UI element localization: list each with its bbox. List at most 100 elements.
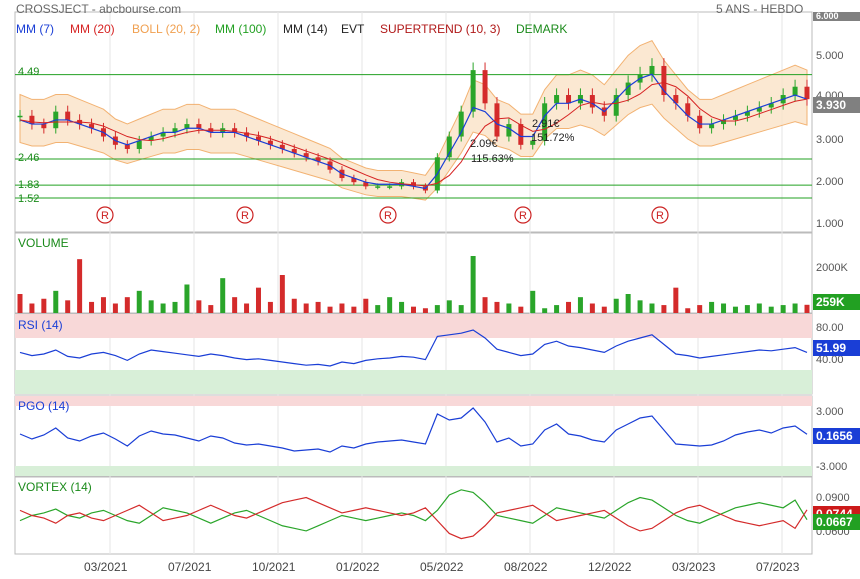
vortex-plus-line bbox=[19, 489, 808, 532]
volume-bar bbox=[566, 301, 572, 313]
x-tick-label: 10/2021 bbox=[252, 560, 296, 574]
pgo-axis-3: 3.000 bbox=[816, 406, 844, 418]
candle-body bbox=[124, 144, 130, 149]
mm20-line bbox=[19, 82, 808, 187]
r-marker-label: R bbox=[241, 210, 249, 222]
volume-bar bbox=[124, 297, 130, 313]
candle-body bbox=[613, 95, 619, 116]
legend-item-0: MM (7) bbox=[16, 22, 54, 36]
pgo-axis-m3: -3.000 bbox=[816, 461, 848, 473]
volume-bar bbox=[315, 301, 321, 313]
mm7-line bbox=[19, 73, 808, 190]
r-marker bbox=[514, 206, 532, 224]
r-marker-label: R bbox=[519, 210, 527, 222]
candle-body bbox=[697, 115, 703, 129]
volume-bar bbox=[77, 259, 83, 313]
rsi-axis-40: 40.00 bbox=[816, 354, 844, 366]
r-marker-label: R bbox=[384, 210, 392, 222]
rsi-title: RSI (14) bbox=[18, 318, 63, 332]
candle-body bbox=[160, 132, 166, 137]
volume-bar bbox=[196, 300, 202, 313]
volume-bar bbox=[112, 303, 118, 313]
candle-body bbox=[470, 70, 476, 112]
volume-bar bbox=[804, 304, 810, 313]
candle-body bbox=[172, 128, 178, 133]
volume-bar bbox=[136, 290, 142, 313]
candle-body bbox=[291, 148, 297, 154]
volume-title: VOLUME bbox=[18, 236, 69, 250]
candle-body bbox=[756, 107, 762, 112]
candle-body bbox=[375, 186, 381, 188]
volume-bar bbox=[399, 301, 405, 313]
volume-bar bbox=[518, 306, 524, 313]
level-152: 1.52 bbox=[18, 193, 40, 205]
volume-bar bbox=[470, 256, 476, 313]
r-marker-label: R bbox=[656, 210, 664, 222]
x-tick-label: 07/2021 bbox=[168, 560, 212, 574]
vortex-axis-09: 0.0900 bbox=[816, 492, 850, 504]
candle-body bbox=[196, 124, 202, 129]
candle-body bbox=[351, 178, 357, 183]
candle-body bbox=[542, 103, 548, 141]
volume-bar bbox=[685, 308, 691, 313]
candle-body bbox=[804, 86, 810, 100]
volume-bar bbox=[53, 290, 59, 313]
legend-item-6: SUPERTREND (10, 3) bbox=[380, 22, 501, 36]
volume-bar bbox=[291, 298, 297, 313]
candle-body bbox=[625, 82, 631, 96]
level-449: 4.49 bbox=[18, 66, 40, 78]
volume-bar bbox=[29, 303, 35, 313]
volume-bar bbox=[339, 303, 345, 313]
volume-bar bbox=[637, 300, 643, 313]
volume-bar bbox=[554, 305, 560, 313]
legend-item-1: MM (20) bbox=[70, 22, 115, 36]
level-246: 2.46 bbox=[18, 152, 40, 164]
volume-bar bbox=[542, 308, 548, 313]
volume-bar bbox=[41, 298, 47, 313]
volume-bar bbox=[148, 300, 154, 313]
volume-bar bbox=[89, 301, 95, 313]
annotation-gain1-eur: 2.09€ bbox=[470, 138, 498, 150]
candle-body bbox=[685, 103, 691, 116]
candle-body bbox=[458, 111, 464, 137]
volume-bar bbox=[768, 306, 774, 313]
volume-bar bbox=[673, 287, 679, 313]
rsi-line bbox=[19, 329, 808, 367]
candle-body bbox=[148, 136, 154, 141]
x-tick-label: 03/2023 bbox=[672, 560, 716, 574]
x-tick-label: 07/2023 bbox=[756, 560, 800, 574]
candle-body bbox=[232, 128, 238, 133]
panel-frame-vor bbox=[14, 476, 813, 555]
candle-body bbox=[566, 95, 572, 104]
volume-bar bbox=[458, 305, 464, 313]
volume-bar bbox=[375, 305, 381, 313]
volume-bar bbox=[65, 300, 71, 313]
volume-bar bbox=[756, 303, 762, 313]
volume-bar bbox=[649, 303, 655, 313]
vortex-minus-badge: 0.0667 bbox=[813, 514, 860, 530]
volume-bar bbox=[577, 297, 583, 313]
candle-body bbox=[530, 140, 536, 145]
volume-bar bbox=[601, 306, 607, 313]
price-top-partial: 6.000 bbox=[813, 12, 860, 21]
volume-bar bbox=[494, 301, 500, 313]
volume-bar bbox=[482, 297, 488, 313]
period-label: 5 ANS - HEBDO bbox=[716, 2, 804, 16]
price-tick-2: 2.000 bbox=[816, 176, 844, 188]
rsi-oversold-zone bbox=[15, 370, 812, 394]
candle-body bbox=[673, 95, 679, 104]
panel-frame-vol bbox=[14, 232, 813, 314]
vortex-title: VORTEX (14) bbox=[18, 480, 92, 494]
pgo-title: PGO (14) bbox=[18, 399, 70, 413]
legend-item-4: MM (14) bbox=[283, 22, 328, 36]
pgo-line bbox=[19, 407, 808, 453]
volume-bar bbox=[434, 305, 440, 313]
candle-body bbox=[17, 115, 23, 118]
pgo-last-badge: 0.1656 bbox=[813, 428, 860, 444]
candle-body bbox=[482, 70, 488, 104]
candle-body bbox=[255, 136, 261, 141]
volume-bar bbox=[780, 305, 786, 313]
volume-bar bbox=[697, 305, 703, 313]
volume-axis-tick: 2000K bbox=[816, 262, 848, 274]
